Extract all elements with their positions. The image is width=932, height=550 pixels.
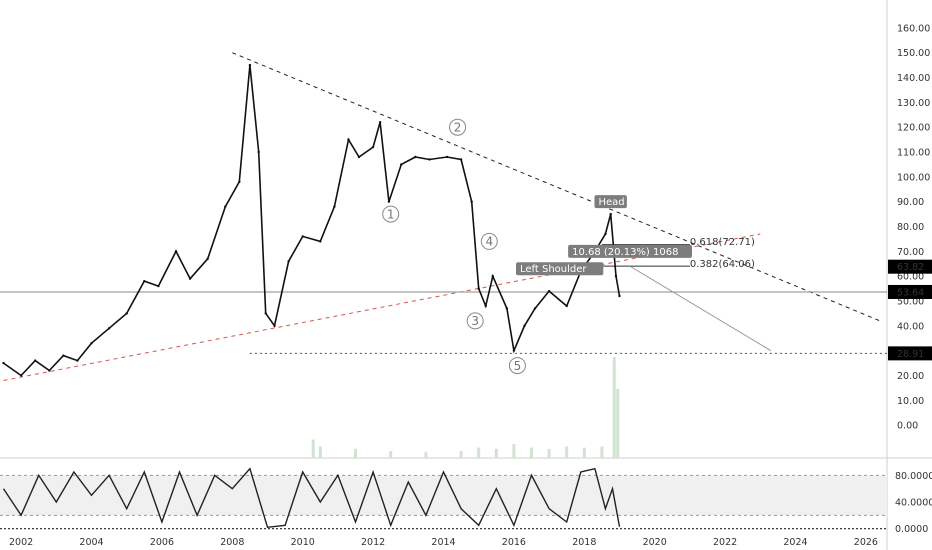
y-tick-label-11: 50.00	[897, 297, 924, 308]
wave-label-0: 1	[387, 207, 395, 221]
wave-count-labels: 1 2 3 4 5	[382, 118, 526, 375]
volume-bar-14	[612, 356, 616, 458]
wave-label-3: 4	[485, 235, 493, 249]
x-tick-label-5: 2012	[361, 537, 385, 548]
x-tick-label-6: 2014	[431, 537, 455, 548]
price-series-line	[3, 65, 621, 377]
y-tick-label-6: 100.00	[897, 172, 930, 183]
x-tick-label-0: 2002	[9, 537, 33, 548]
price-label-bg-0	[888, 259, 932, 274]
x-tick-label-7: 2016	[502, 537, 526, 548]
wave-circle-1	[449, 118, 467, 136]
y-tick-label-7: 90.00	[897, 197, 924, 208]
y-tick-label-8: 80.00	[897, 222, 924, 233]
wave-label-2: 3	[471, 314, 479, 328]
price-label-0: 63.82	[897, 262, 924, 273]
y-tick-label-3: 130.00	[897, 98, 930, 109]
annotation-box-0	[594, 195, 627, 209]
price-marker-labels: 63.82 53.64 28.91	[888, 259, 932, 361]
volume-bar-2	[354, 448, 358, 458]
y-tick-label-5: 110.00	[897, 148, 930, 159]
price-label-1: 53.64	[897, 287, 924, 298]
volume-bar-3	[389, 451, 393, 458]
y-tick-label-16: 0.00	[897, 421, 918, 432]
annotation-box-2	[568, 244, 693, 258]
price-label-bg-1	[888, 284, 932, 299]
x-tick-label-10: 2022	[713, 537, 737, 548]
annotation-2: 10.68 (20.13%) 1068	[572, 247, 678, 258]
volume-bars-group	[311, 356, 620, 458]
y-tick-label-2: 140.00	[897, 73, 930, 84]
x-tick-label-3: 2008	[220, 537, 244, 548]
y-tick-label-10: 60.00	[897, 272, 924, 283]
x-tick-label-9: 2020	[643, 537, 667, 548]
pattern-annotations: Head Left Shoulder 10.68 (20.13%) 1068 0.61…	[516, 195, 755, 276]
wave-label-1: 2	[454, 120, 462, 134]
y-tick-label-4: 120.00	[897, 123, 930, 134]
x-tick-label-1: 2004	[79, 537, 103, 548]
y-tick-label-9: 70.00	[897, 247, 924, 258]
volume-bar-5	[459, 451, 463, 458]
volume-bar-6	[477, 447, 481, 458]
y-tick-label-15: 10.00	[897, 396, 924, 407]
stochastic-tick-label-0: 80.0000	[895, 471, 932, 482]
volume-bar-4	[424, 452, 428, 458]
annotation-4: 0.382(64.06)	[690, 259, 755, 270]
stochastic-axis-labels: 80.0000 40.0000 0.0000	[895, 471, 932, 535]
volume-bar-8	[512, 444, 516, 458]
price-label-bg-2	[888, 346, 932, 361]
wave-circle-2	[466, 312, 484, 330]
stochastic-tick-label-1: 40.0000	[895, 498, 932, 509]
volume-bar-15	[616, 389, 620, 458]
y-tick-label-12: 40.00	[897, 321, 924, 332]
volume-bar-9	[529, 447, 533, 458]
price-label-2: 28.91	[897, 349, 924, 360]
volume-bar-13	[600, 446, 604, 458]
volume-bar-0	[311, 439, 315, 458]
x-tick-label-11: 2024	[783, 537, 807, 548]
volume-bar-7	[494, 448, 498, 458]
stochastic-tick-label-2: 0.0000	[895, 524, 928, 535]
price-axis-labels: 160.00 150.00 140.00 130.00 120.00 110.00 100.…	[897, 23, 930, 431]
upper-trendline	[232, 52, 881, 322]
x-tick-label-4: 2010	[291, 537, 315, 548]
volume-bar-10	[547, 448, 551, 458]
annotation-1: Left Shoulder	[520, 264, 587, 275]
time-axis-labels: 2002 2004 2006 2008 2010 2012 2014 2016 2018 2020…	[9, 537, 878, 548]
lower-trendline	[3, 233, 761, 381]
y-tick-label-14: 20.00	[897, 371, 924, 382]
volume-bar-12	[582, 447, 586, 458]
wave-circle-4	[508, 357, 526, 375]
annotation-3: 0.618(72.71)	[690, 237, 755, 248]
x-tick-label-8: 2018	[572, 537, 596, 548]
wave-circle-0	[382, 205, 400, 223]
volume-bar-1	[318, 446, 322, 458]
x-tick-label-12: 2026	[854, 537, 878, 548]
annotation-box-1	[516, 262, 604, 276]
stochastic-series-line	[2, 467, 621, 529]
y-tick-label-1: 150.00	[897, 48, 930, 59]
projection-line	[629, 265, 772, 352]
x-tick-label-2: 2006	[150, 537, 174, 548]
volume-bar-11	[565, 446, 569, 458]
annotation-0: Head	[598, 197, 624, 208]
y-tick-label-0: 160.00	[897, 23, 930, 34]
wave-label-4: 5	[514, 359, 522, 373]
wave-circle-3	[480, 232, 498, 250]
